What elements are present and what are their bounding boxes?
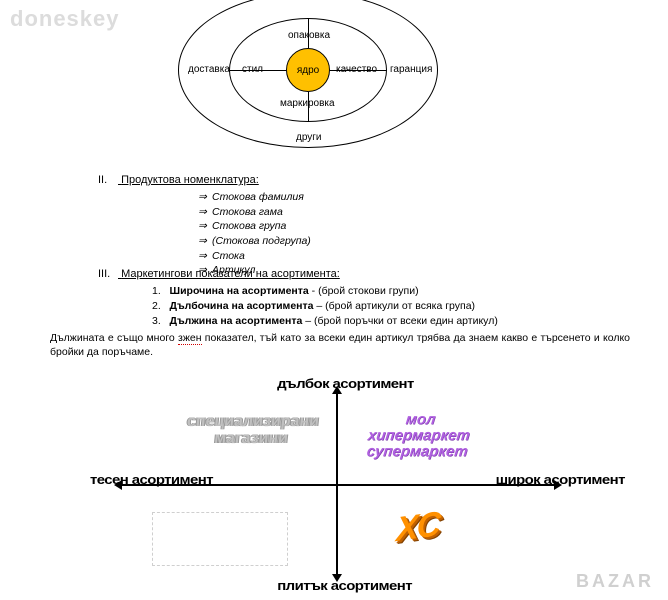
item-term: Дължина на асортимента bbox=[170, 315, 303, 327]
q1-line3: супермаркет bbox=[366, 444, 470, 460]
outer-label-left: доставка bbox=[188, 64, 230, 75]
q2-line2: магазини bbox=[184, 431, 318, 448]
outer-label-right: гаранция bbox=[390, 64, 432, 75]
bullet-arrow-icon: ⇒ bbox=[198, 249, 212, 264]
list-item: ⇒(Стокова подгрупа) bbox=[198, 234, 618, 249]
watermark-bottom: BAZAR bbox=[576, 571, 654, 592]
list-item: ⇒Стокова фамилия bbox=[198, 190, 618, 205]
section-title: Маркетингови показатели на асортимента: bbox=[121, 268, 340, 280]
roman-numeral: II. bbox=[98, 174, 118, 186]
axis-label-right: широк асортимент bbox=[496, 472, 625, 487]
quadrant-chart: дълбок асортимент плитък асортимент тесе… bbox=[110, 378, 570, 590]
section-indicators: III. Маркетингови показатели на асортиме… bbox=[98, 268, 618, 330]
q2-line1: специализирани bbox=[186, 414, 320, 431]
list-item: ⇒Стокова гама bbox=[198, 205, 618, 220]
axis-label-top: дълбок асортимент bbox=[277, 376, 414, 391]
item-rest: – (брой артикули от всяка група) bbox=[313, 300, 475, 312]
item-rest: - (брой стокови групи) bbox=[309, 285, 419, 297]
quadrant-q3-placeholder bbox=[152, 512, 288, 566]
inner-label-right: качество bbox=[336, 64, 377, 75]
inner-label-left: стил bbox=[242, 64, 263, 75]
quadrant-q2-label: специализирани магазини bbox=[184, 414, 320, 448]
list-item: 2. Дълбочина на асортимента – (брой арти… bbox=[152, 299, 618, 314]
section-heading: II. Продуктова номенклатура: bbox=[98, 174, 618, 186]
bullet-arrow-icon: ⇒ bbox=[198, 219, 212, 234]
axis-label-bottom: плитък асортимент bbox=[277, 578, 412, 593]
item-term: Дълбочина на асортимента bbox=[170, 300, 314, 312]
item-text: Стока bbox=[212, 250, 245, 262]
axis-label-left: тесен асортимент bbox=[90, 472, 213, 487]
watermark-top: doneskey bbox=[10, 6, 120, 32]
paragraph: Дължината е също много зжен показател, т… bbox=[50, 332, 630, 359]
item-number: 2. bbox=[152, 300, 161, 312]
q1-line2: хипермаркет bbox=[367, 428, 471, 444]
roman-numeral: III. bbox=[98, 268, 118, 280]
item-text: (Стокова подгрупа) bbox=[212, 235, 311, 247]
list-item: 3. Дължина на асортимента – (брой поръчк… bbox=[152, 314, 618, 329]
inner-label-top: опаковка bbox=[286, 30, 332, 41]
spell-error: зжен bbox=[178, 332, 201, 345]
item-number: 1. bbox=[152, 285, 161, 297]
quadrant-q1-label: мол хипермаркет супермаркет bbox=[366, 412, 473, 459]
inner-label-bottom: маркировка bbox=[280, 98, 335, 109]
bullet-arrow-icon: ⇒ bbox=[198, 234, 212, 249]
bullet-arrow-icon: ⇒ bbox=[198, 205, 212, 220]
item-term: Широчина на асортимента bbox=[170, 285, 309, 297]
item-number: 3. bbox=[152, 315, 161, 327]
bullet-arrow-icon: ⇒ bbox=[198, 190, 212, 205]
outer-label-bottom: други bbox=[296, 132, 322, 143]
concentric-diagram: ядро опаковка качество маркировка стил д… bbox=[158, 0, 458, 164]
quadrant-q4-label: XC bbox=[396, 505, 440, 551]
list-item: 1. Широчина на асортимента - (брой стоко… bbox=[152, 284, 618, 299]
nomenclature-list: ⇒Стокова фамилия ⇒Стокова гама ⇒Стокова … bbox=[198, 190, 618, 278]
list-item: ⇒Стока bbox=[198, 249, 618, 264]
indicators-list: 1. Широчина на асортимента - (брой стоко… bbox=[152, 284, 618, 330]
core-label: ядро bbox=[297, 65, 319, 76]
item-text: Стокова гама bbox=[212, 206, 283, 218]
item-text: Стокова група bbox=[212, 220, 286, 232]
section-title: Продуктова номенклатура: bbox=[121, 174, 259, 186]
item-rest: – (брой поръчки от всеки един артикул) bbox=[302, 315, 497, 327]
para-pre: Дължината е също много bbox=[50, 332, 178, 344]
core-circle: ядро bbox=[286, 48, 330, 92]
list-item: ⇒Стокова група bbox=[198, 219, 618, 234]
item-text: Стокова фамилия bbox=[212, 191, 304, 203]
section-heading: III. Маркетингови показатели на асортиме… bbox=[98, 268, 618, 280]
section-nomenclature: II. Продуктова номенклатура: ⇒Стокова фа… bbox=[98, 174, 618, 278]
q1-line1: мол bbox=[369, 412, 473, 428]
